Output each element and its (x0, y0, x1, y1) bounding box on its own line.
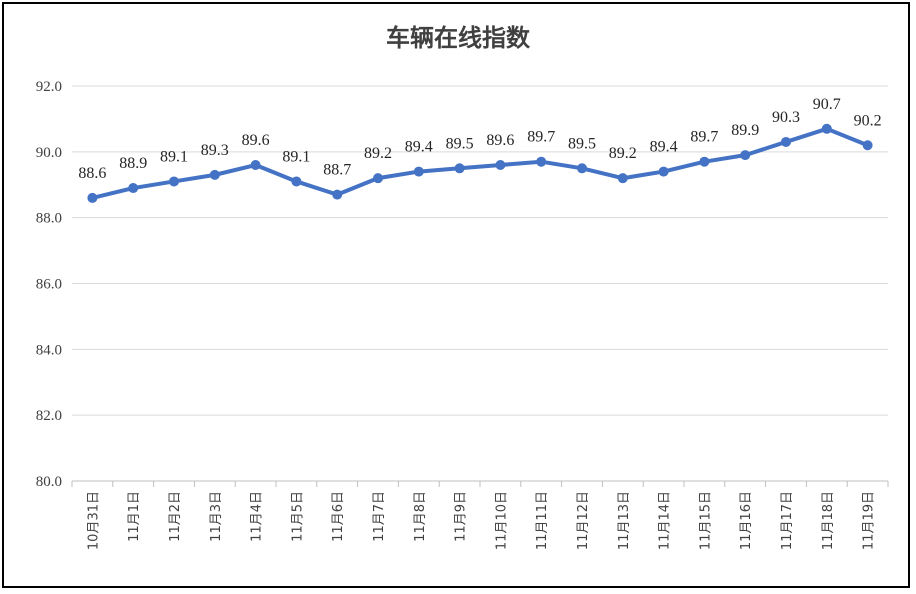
chart-frame (2, 2, 910, 588)
x-tick-label: 11月17日 (780, 491, 795, 550)
y-tick-label: 88.0 (36, 211, 62, 227)
data-label: 89.9 (731, 122, 759, 139)
data-label: 89.6 (242, 132, 270, 149)
data-point (128, 183, 139, 194)
data-point (577, 163, 587, 174)
x-tick-label: 11月3日 (209, 491, 224, 542)
data-label: 89.2 (364, 145, 392, 162)
chart-title: 车辆在线指数 (386, 24, 530, 52)
data-point (332, 189, 343, 200)
x-tick-label: 11月15日 (698, 491, 713, 550)
data-point (617, 173, 628, 184)
data-point (658, 166, 669, 177)
data-label: 89.7 (527, 129, 555, 146)
data-label: 89.3 (201, 142, 229, 159)
data-label: 88.9 (119, 155, 147, 172)
data-label: 88.7 (323, 162, 351, 179)
x-tick-label: 11月18日 (821, 491, 836, 550)
data-point (781, 136, 791, 147)
data-point (862, 140, 873, 151)
data-label: 89.2 (609, 145, 637, 162)
x-tick-label: 11月4日 (250, 491, 265, 542)
data-label: 88.6 (78, 165, 106, 182)
data-label: 89.7 (690, 129, 718, 146)
y-tick-label: 80.0 (36, 474, 62, 490)
data-point (821, 123, 832, 134)
data-point (740, 150, 751, 161)
x-tick-label: 11月14日 (658, 491, 673, 550)
data-point (209, 169, 220, 180)
x-tick-label: 11月5日 (290, 491, 305, 542)
data-label: 89.6 (486, 132, 514, 149)
x-tick-label: 11月19日 (862, 491, 877, 550)
data-point (495, 160, 506, 170)
data-point (454, 163, 465, 174)
x-tick-label: 11月16日 (739, 491, 754, 550)
x-tick-label: 10月31日 (86, 491, 101, 550)
data-label: 90.7 (813, 96, 841, 113)
data-point (291, 176, 302, 187)
data-point (699, 156, 710, 167)
x-tick-label: 11月9日 (454, 491, 469, 542)
data-label: 89.1 (160, 148, 188, 165)
x-tick-label: 11月13日 (617, 491, 632, 550)
data-point (413, 166, 424, 177)
series-line (90, 126, 870, 200)
x-tick-label: 11月1日 (127, 491, 142, 542)
x-tick-label: 11月10日 (494, 491, 509, 550)
x-tick-label: 11月6日 (331, 491, 346, 542)
x-tick-label: 11月2日 (168, 491, 183, 542)
data-label: 90.2 (854, 112, 882, 129)
x-tick-label: 11月8日 (413, 491, 428, 542)
x-tick-label: 11月7日 (372, 491, 387, 542)
y-tick-label: 86.0 (36, 277, 62, 293)
y-tick-label: 82.0 (36, 408, 62, 424)
x-tick-label: 11月11日 (535, 491, 550, 550)
data-point (536, 156, 547, 167)
data-label: 89.1 (282, 148, 310, 165)
y-tick-label: 92.0 (36, 79, 62, 95)
data-point (373, 173, 383, 184)
y-tick-label: 84.0 (36, 342, 62, 358)
data-label: 89.4 (650, 139, 678, 156)
data-label: 89.5 (446, 135, 474, 152)
y-tick-label: 90.0 (36, 145, 62, 161)
data-label: 89.4 (405, 139, 433, 156)
data-label: 89.5 (568, 135, 596, 152)
x-tick-label: 11月12日 (576, 491, 591, 550)
data-point (87, 192, 98, 203)
data-point (169, 176, 179, 187)
data-label: 90.3 (772, 109, 800, 126)
data-point (250, 160, 261, 170)
